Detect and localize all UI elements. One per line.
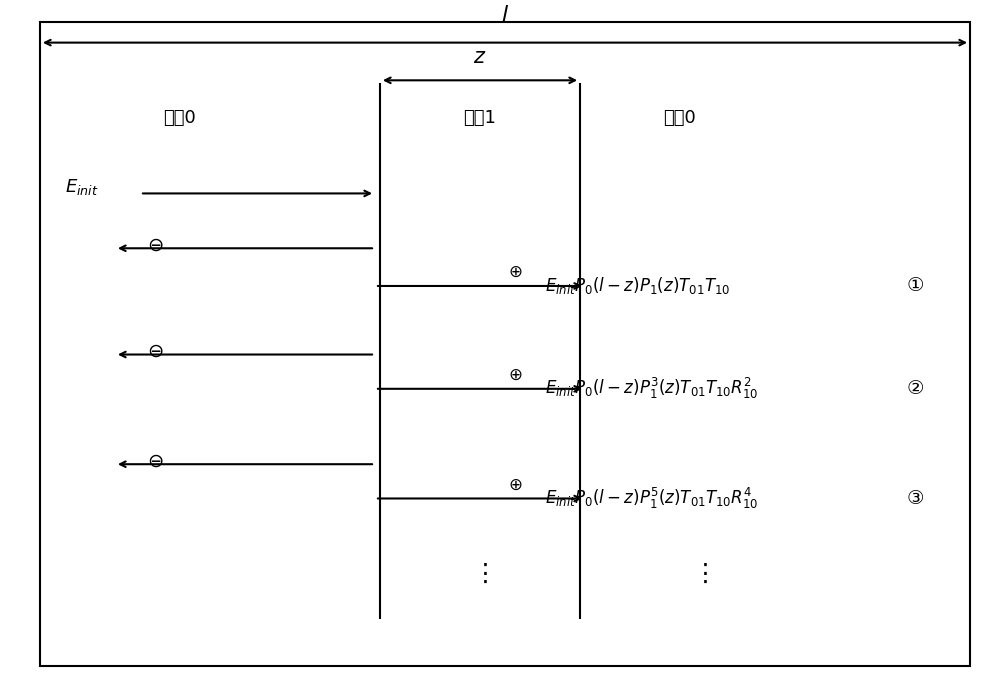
Text: $E_{init}P_0(l-z)P_1^3(z)T_{01}T_{10}R_{10}^2$: $E_{init}P_0(l-z)P_1^3(z)T_{01}T_{10}R_{… xyxy=(545,376,758,401)
Text: $z$: $z$ xyxy=(473,47,487,67)
Text: ⊖: ⊖ xyxy=(147,451,163,471)
Text: $\vdots$: $\vdots$ xyxy=(692,562,708,586)
Text: ①: ① xyxy=(906,276,924,295)
Text: ②: ② xyxy=(906,379,924,398)
Text: 介质0: 介质0 xyxy=(664,109,696,127)
Text: $E_{init}P_0(l-z)P_1(z)T_{01}T_{10}$: $E_{init}P_0(l-z)P_1(z)T_{01}T_{10}$ xyxy=(545,275,730,297)
Text: ⊖: ⊖ xyxy=(147,341,163,361)
Text: $\vdots$: $\vdots$ xyxy=(472,562,488,586)
Text: $E_{init}P_0(l-z)P_1^5(z)T_{01}T_{10}R_{10}^4$: $E_{init}P_0(l-z)P_1^5(z)T_{01}T_{10}R_{… xyxy=(545,486,758,511)
Text: 介质0: 介质0 xyxy=(164,109,196,127)
Text: ⊕: ⊕ xyxy=(508,476,522,494)
Text: ⊕: ⊕ xyxy=(508,263,522,281)
Text: $E_{init}$: $E_{init}$ xyxy=(65,177,99,196)
Text: 介质1: 介质1 xyxy=(464,109,496,127)
Text: ③: ③ xyxy=(906,489,924,508)
Text: ⊕: ⊕ xyxy=(508,366,522,384)
Text: $l$: $l$ xyxy=(501,5,509,25)
Text: ⊖: ⊖ xyxy=(147,236,163,254)
